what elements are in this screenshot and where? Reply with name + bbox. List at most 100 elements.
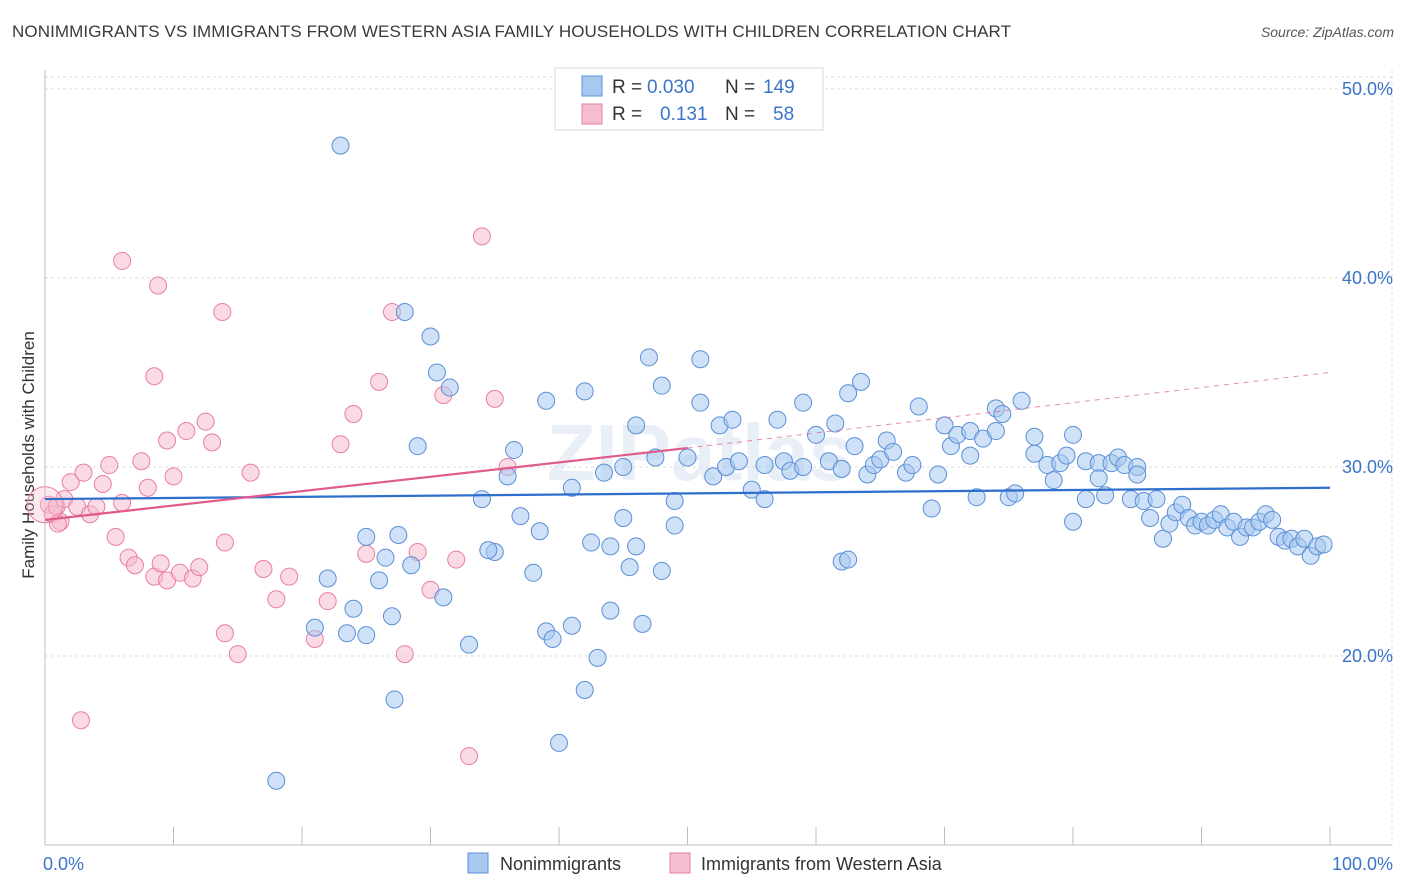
nonimmigrants-point — [1044, 471, 1063, 490]
immigrants-point — [472, 227, 491, 246]
nonimmigrants-point — [903, 456, 922, 475]
nonimmigrants-point — [498, 467, 517, 486]
immigrants-point — [215, 624, 234, 643]
y-tick-label: 30.0% — [1342, 457, 1393, 477]
nonimmigrants-point — [935, 416, 954, 435]
immigrants-point — [460, 747, 479, 766]
nonimmigrants-point — [909, 397, 928, 416]
nonimmigrants-point — [562, 616, 581, 635]
nonimmigrants-point — [382, 607, 401, 626]
immigrants-point — [241, 463, 260, 482]
nonimmigrants-point — [1096, 486, 1115, 505]
nonimmigrants-point — [537, 391, 556, 410]
immigrants-point — [164, 467, 183, 486]
immigrants-point — [267, 590, 286, 609]
nonimmigrants-point — [652, 561, 671, 580]
nonimmigrants-point — [1089, 469, 1108, 488]
nonimmigrants-point — [639, 348, 658, 367]
nonimmigrants-point — [440, 378, 459, 397]
immigrants-point — [196, 412, 215, 431]
immigrants-point — [113, 493, 132, 512]
immigrants-point — [100, 456, 119, 475]
nonimmigrants-point — [614, 457, 633, 476]
nonimmigrants-point — [620, 558, 639, 577]
nonimmigrants-point — [1057, 446, 1076, 465]
nonimmigrants-point — [755, 456, 774, 475]
immigrants-point — [331, 435, 350, 454]
nonimmigrants-point — [594, 463, 613, 482]
nonimmigrants-point — [472, 490, 491, 509]
immigrants-point — [93, 474, 112, 493]
nonimmigrants-point — [807, 425, 825, 444]
nonimmigrants-point — [511, 507, 530, 526]
nonimmigrants-point — [385, 690, 404, 709]
immigrants-point — [254, 560, 273, 579]
immigrants-point — [145, 367, 164, 386]
nonimmigrants-point — [1153, 529, 1172, 548]
nonimmigrants-point — [723, 410, 742, 429]
immigrants-point — [132, 452, 151, 471]
immigrants-point — [74, 463, 93, 482]
y-tick-label: 20.0% — [1342, 646, 1393, 666]
immigrants-point — [357, 544, 376, 563]
nonimmigrants-point — [826, 414, 845, 433]
legend-r-label-2: R = — [612, 104, 642, 125]
top-legend: R = 0.030 N = 149 R = 0.131 N = 58 — [554, 67, 824, 131]
immigrants-point — [318, 592, 337, 611]
nonimmigrants-point — [421, 327, 440, 346]
nonimmigrants-point — [337, 624, 356, 643]
immigrants-point — [485, 389, 504, 408]
nonimmigrants-point — [839, 384, 858, 403]
nonimmigrants-point — [646, 448, 665, 467]
source-label: Source: ZipAtlas.com — [1260, 24, 1394, 40]
nonimmigrants-points — [267, 136, 1333, 790]
immigrants-trend-extension — [687, 371, 1331, 449]
immigrants-point — [61, 473, 80, 492]
nonimmigrants-point — [1314, 535, 1333, 554]
nonimmigrants-point — [1147, 490, 1166, 509]
immigrants-point — [203, 433, 222, 452]
nonimmigrants-point — [550, 733, 568, 752]
y-tick-labels: 20.0% 30.0% 40.0% 50.0% — [1342, 79, 1393, 666]
bottom-legend-swatch-blue — [467, 852, 489, 874]
chart-title: NONIMMIGRANTS VS IMMIGRANTS FROM WESTERN… — [12, 22, 1012, 41]
nonimmigrants-trend-line — [44, 486, 1331, 501]
legend-swatch-blue — [581, 75, 603, 97]
immigrants-point — [149, 276, 168, 295]
legend-n-value-2: 58 — [773, 104, 794, 125]
legend-swatch-pink — [581, 103, 603, 125]
y-axis-label: Family Households with Children — [19, 331, 38, 579]
nonimmigrants-point — [929, 465, 948, 484]
nonimmigrants-point — [479, 541, 498, 560]
nonimmigrants-point — [318, 569, 337, 588]
immigrants-trend-line — [44, 446, 688, 521]
immigrants-point — [213, 302, 232, 321]
trend-lines — [44, 371, 1331, 521]
nonimmigrants-point — [884, 442, 903, 461]
nonimmigrants-point — [575, 681, 594, 699]
nonimmigrants-point — [331, 136, 350, 155]
nonimmigrants-point — [1076, 490, 1095, 509]
nonimmigrants-point — [832, 459, 851, 478]
immigrants-point — [71, 711, 90, 730]
nonimmigrants-point — [370, 571, 389, 590]
nonimmigrants-point — [768, 410, 787, 429]
immigrants-point — [447, 550, 466, 569]
nonimmigrants-point — [1006, 484, 1025, 503]
nonimmigrants-point — [524, 563, 543, 582]
nonimmigrants-point — [691, 393, 710, 412]
nonimmigrants-point — [1025, 444, 1044, 463]
nonimmigrants-point — [601, 537, 620, 556]
immigrants-point — [177, 422, 196, 441]
nonimmigrants-point — [395, 302, 414, 321]
nonimmigrants-point — [1012, 391, 1031, 410]
legend-n-label-1: N = — [725, 77, 755, 98]
legend-r-value-1: 0.030 — [647, 77, 695, 98]
nonimmigrants-point — [627, 416, 646, 435]
nonimmigrants-point — [794, 393, 813, 412]
immigrants-point — [125, 556, 144, 575]
nonimmigrants-point — [1064, 425, 1082, 444]
nonimmigrants-point — [1064, 512, 1082, 531]
nonimmigrants-point — [389, 526, 408, 544]
nonimmigrants-point — [729, 452, 748, 471]
